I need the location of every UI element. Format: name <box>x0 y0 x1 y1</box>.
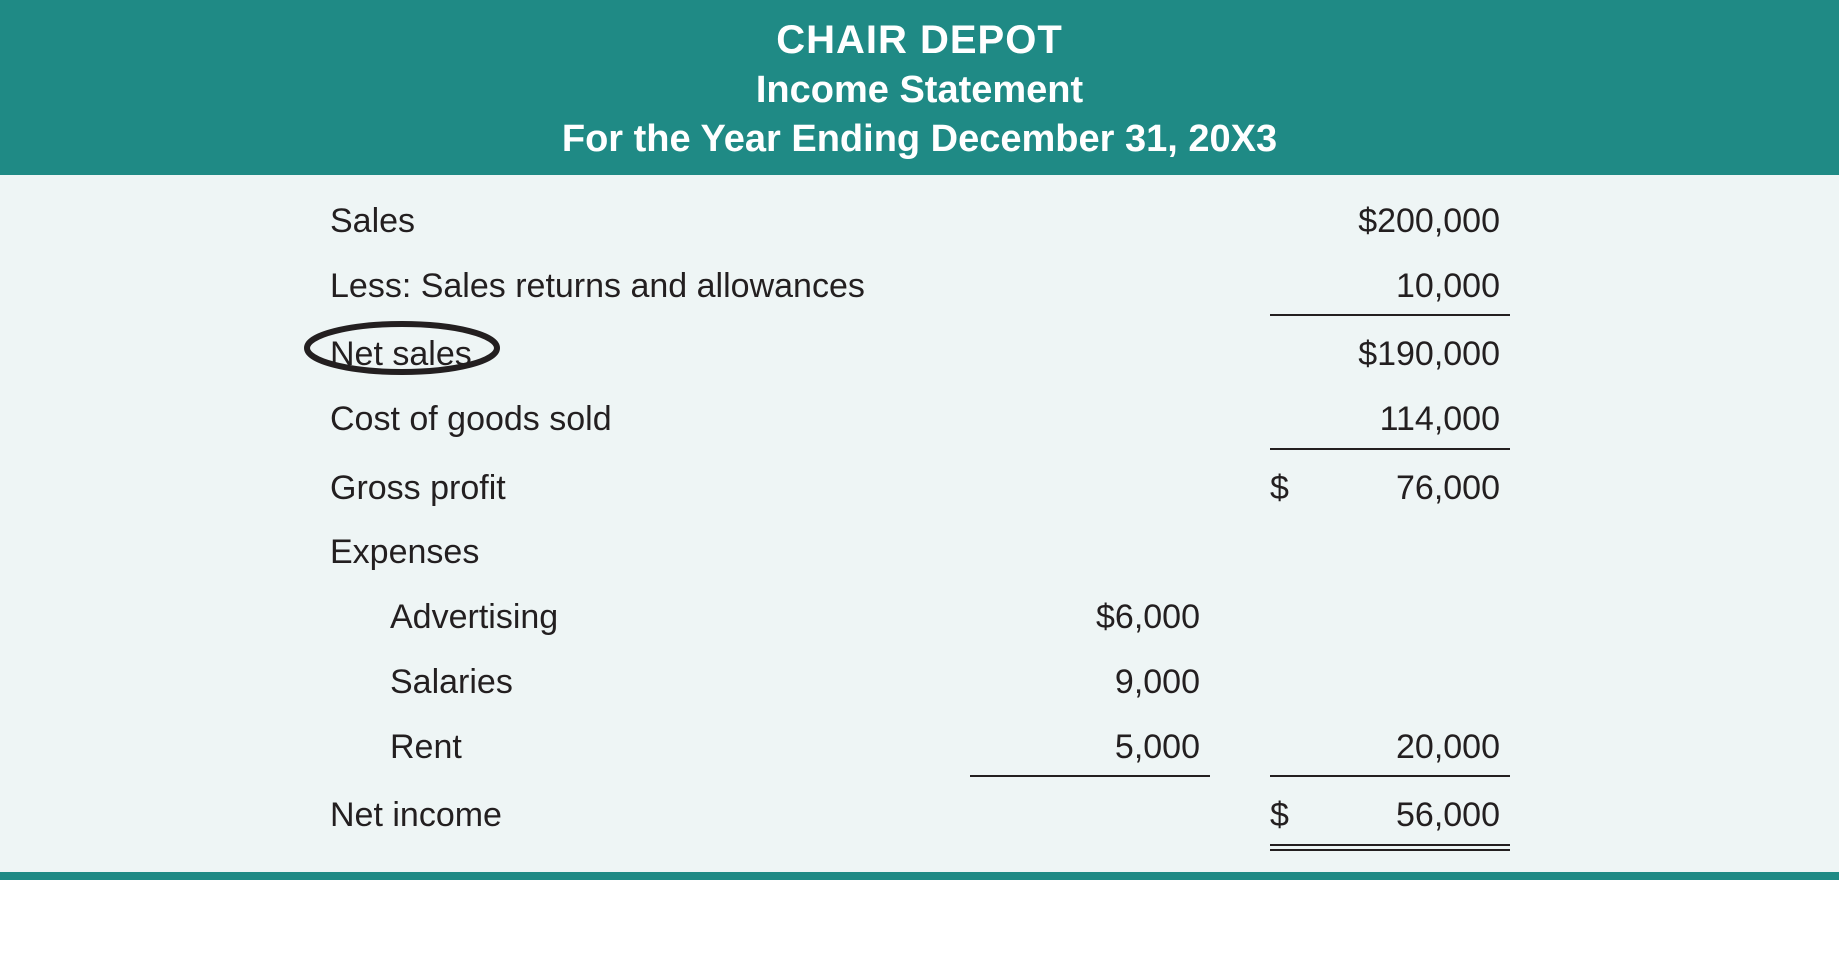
label-net-sales-text: Net sales <box>330 335 472 373</box>
value-rent-sub: 5,000 <box>970 721 1210 778</box>
value-gross-profit: $ 76,000 <box>1270 462 1510 515</box>
row-advertising: Advertising $6,000 <box>0 585 1839 650</box>
sym-gross-profit: $ <box>1270 462 1289 515</box>
label-salaries: Salaries <box>330 656 970 709</box>
label-advertising: Advertising <box>330 591 970 644</box>
value-salaries: 9,000 <box>970 656 1210 709</box>
row-less-returns: Less: Sales returns and allowances 10,00… <box>0 254 1839 323</box>
value-net-income: $ 56,000 <box>1270 789 1510 846</box>
label-rent: Rent <box>330 721 970 774</box>
num-net-income: 56,000 <box>1396 789 1500 842</box>
row-sales: Sales $200,000 <box>0 189 1839 254</box>
row-net-income: Net income $ 56,000 <box>0 783 1839 852</box>
row-expenses-header: Expenses <box>0 520 1839 585</box>
row-cogs: Cost of goods sold 114,000 <box>0 387 1839 456</box>
label-cogs: Cost of goods sold <box>330 393 970 446</box>
value-cogs: 114,000 <box>1270 393 1510 450</box>
label-expenses-header: Expenses <box>330 526 970 579</box>
row-gross-profit: Gross profit $ 76,000 <box>0 456 1839 521</box>
value-less-returns: 10,000 <box>1270 260 1510 317</box>
sym-net-income: $ <box>1270 789 1289 842</box>
row-salaries: Salaries 9,000 <box>0 650 1839 715</box>
num-gross-profit: 76,000 <box>1396 462 1500 515</box>
statement-period: For the Year Ending December 31, 20X3 <box>0 118 1839 161</box>
label-less-returns: Less: Sales returns and allowances <box>330 260 970 313</box>
label-sales: Sales <box>330 195 970 248</box>
statement-title: Income Statement <box>0 69 1839 112</box>
label-net-income: Net income <box>330 789 970 842</box>
row-net-sales: Net sales $190,000 <box>0 322 1839 387</box>
value-advertising: $6,000 <box>970 591 1210 644</box>
value-sales: $200,000 <box>1270 195 1510 248</box>
income-statement: CHAIR DEPOT Income Statement For the Yea… <box>0 0 1839 880</box>
company-name: CHAIR DEPOT <box>0 18 1839 63</box>
statement-body: Sales $200,000 Less: Sales returns and a… <box>0 175 1839 880</box>
label-gross-profit: Gross profit <box>330 462 970 515</box>
label-net-sales: Net sales <box>330 328 970 381</box>
value-total-expenses: 20,000 <box>1270 721 1510 778</box>
row-rent: Rent 5,000 20,000 <box>0 715 1839 784</box>
statement-header: CHAIR DEPOT Income Statement For the Yea… <box>0 0 1839 175</box>
value-net-sales: $190,000 <box>1270 328 1510 381</box>
